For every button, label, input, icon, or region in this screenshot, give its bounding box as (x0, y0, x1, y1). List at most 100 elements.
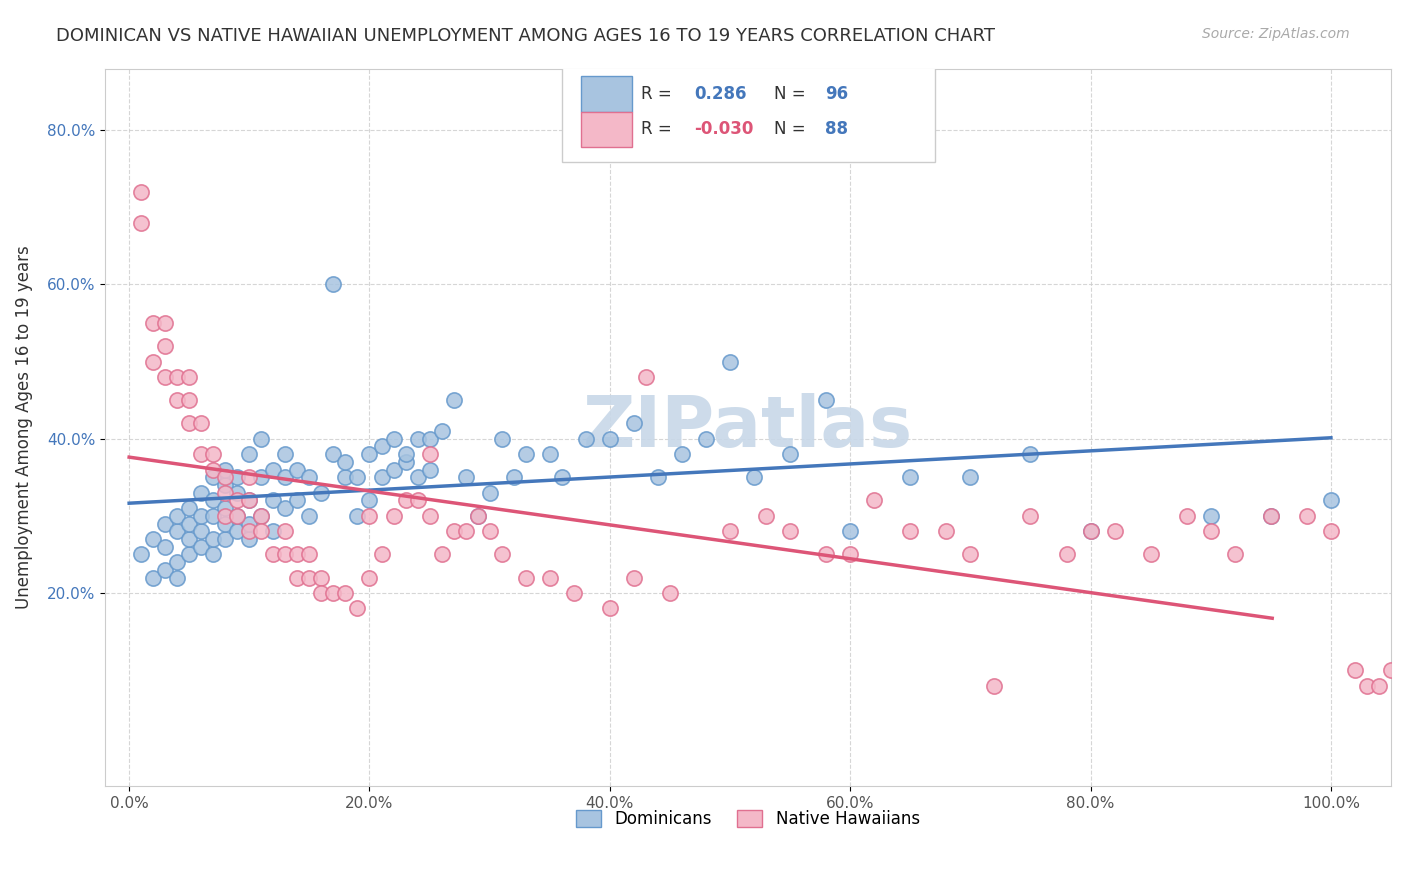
Point (190, 417, 212, 431)
Point (419, 508, 441, 523)
Point (478, 524, 501, 539)
Point (153, 516, 176, 531)
Point (226, 508, 249, 523)
Point (238, 524, 260, 539)
Point (274, 548, 297, 562)
Point (671, 447, 693, 461)
Point (1019, 508, 1042, 523)
Point (370, 470, 392, 484)
Point (179, 370, 201, 384)
Legend: Dominicans, Native Hawaiians: Dominicans, Native Hawaiians (569, 804, 927, 835)
Point (274, 524, 297, 539)
Point (1355, 679, 1378, 693)
Point (166, 555, 188, 569)
Point (491, 432, 513, 446)
Point (443, 393, 465, 408)
Point (1199, 508, 1222, 523)
Point (1223, 548, 1246, 562)
Point (190, 524, 212, 539)
Point (153, 370, 176, 384)
Point (959, 548, 981, 562)
Text: -0.030: -0.030 (695, 120, 754, 138)
Point (538, 570, 561, 584)
Point (406, 432, 429, 446)
Point (335, 586, 357, 600)
Point (262, 524, 284, 539)
Text: ZIPatlas: ZIPatlas (583, 392, 912, 462)
Point (166, 524, 188, 539)
Point (623, 417, 645, 431)
Point (226, 524, 249, 539)
Point (599, 601, 621, 615)
Point (1175, 508, 1198, 523)
Point (142, 354, 165, 368)
Point (202, 548, 225, 562)
Point (238, 516, 260, 531)
Text: N =: N = (773, 120, 806, 138)
Point (238, 447, 260, 461)
Point (575, 432, 598, 446)
Point (779, 524, 801, 539)
Point (179, 516, 201, 531)
Point (238, 470, 260, 484)
Point (238, 493, 260, 508)
Point (153, 540, 176, 554)
Point (1320, 493, 1343, 508)
Point (287, 493, 309, 508)
Point (1104, 524, 1126, 539)
Point (250, 470, 273, 484)
Point (179, 417, 201, 431)
Point (226, 485, 249, 500)
Point (311, 586, 333, 600)
Point (1295, 508, 1317, 523)
Point (238, 532, 260, 546)
Text: R =: R = (641, 85, 672, 103)
Point (287, 548, 309, 562)
Point (214, 508, 236, 523)
Point (1080, 524, 1102, 539)
Point (226, 493, 249, 508)
Point (742, 470, 765, 484)
Point (129, 548, 152, 562)
Point (346, 508, 368, 523)
Point (382, 462, 405, 476)
Point (1260, 508, 1282, 523)
Point (262, 548, 284, 562)
Point (311, 570, 333, 584)
Point (214, 470, 236, 484)
Point (695, 432, 717, 446)
Point (179, 532, 201, 546)
Point (718, 524, 741, 539)
Text: Source: ZipAtlas.com: Source: ZipAtlas.com (1202, 27, 1350, 41)
Point (262, 462, 284, 476)
FancyBboxPatch shape (561, 62, 935, 161)
Point (274, 447, 297, 461)
Point (502, 470, 524, 484)
Point (298, 508, 321, 523)
Point (153, 316, 176, 330)
Point (454, 524, 477, 539)
Point (1139, 548, 1161, 562)
Point (202, 470, 225, 484)
Point (718, 354, 741, 368)
Point (394, 455, 416, 469)
Point (226, 470, 249, 484)
Point (166, 370, 188, 384)
Point (634, 370, 657, 384)
Point (839, 524, 862, 539)
Point (346, 470, 368, 484)
Point (1199, 524, 1222, 539)
Point (202, 462, 225, 476)
Point (1019, 447, 1042, 461)
Point (478, 485, 501, 500)
Point (1368, 679, 1391, 693)
Point (179, 548, 201, 562)
Point (515, 570, 537, 584)
Point (274, 470, 297, 484)
Point (359, 570, 381, 584)
Point (166, 570, 188, 584)
Point (394, 447, 416, 461)
Text: 96: 96 (825, 85, 848, 103)
FancyBboxPatch shape (581, 112, 633, 147)
Point (863, 493, 886, 508)
